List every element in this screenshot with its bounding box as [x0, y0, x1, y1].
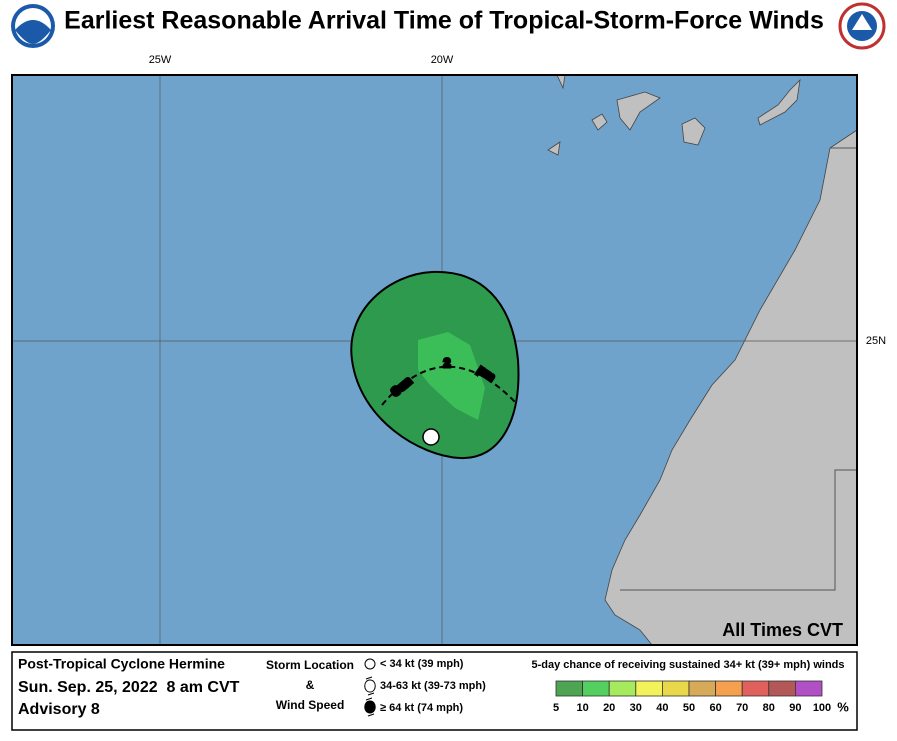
land-africa — [604, 129, 858, 646]
advisory: Advisory 8 — [18, 701, 100, 718]
scale-label: 10 — [576, 702, 588, 714]
datetime: Sun. Sep. 25, 2022 8 am CVT — [18, 679, 240, 696]
symbol-label: < 34 kt (39 mph) — [380, 658, 464, 670]
lon-label: 20W — [431, 54, 454, 66]
arrival-contour — [381, 365, 516, 406]
lon-label: 25W — [149, 54, 172, 66]
scale-label: 30 — [630, 702, 642, 714]
scale-title: 5-day chance of receiving sustained 34+ … — [532, 659, 845, 671]
legend-title: Wind Speed — [276, 698, 345, 712]
contour-label: 2 — [444, 356, 451, 370]
scale-label: 90 — [789, 702, 801, 714]
legend-title: Storm Location — [266, 658, 354, 672]
scale-swatch — [768, 680, 796, 697]
symbol-low — [364, 658, 376, 670]
times-note: All Times CVT — [722, 620, 843, 640]
symbol-ts — [364, 676, 376, 696]
scale-swatch — [582, 680, 610, 697]
scale-swatch — [741, 680, 770, 697]
scale-label: 80 — [763, 702, 775, 714]
border — [620, 469, 857, 591]
scale-label: 100 — [813, 702, 831, 714]
legend-title: & — [306, 678, 315, 692]
scale-swatch — [635, 680, 663, 697]
scale-label: 40 — [656, 702, 668, 714]
scale-swatch — [795, 680, 823, 697]
title: Earliest Reasonable Arrival Time of Trop… — [64, 7, 824, 35]
scale-swatch — [662, 680, 690, 697]
scale-unit: % — [837, 699, 849, 714]
symbol-label: ≥ 64 kt (74 mph) — [380, 702, 463, 714]
scale-swatch — [555, 680, 584, 697]
storm-name: Post-Tropical Cyclone Hermine — [18, 656, 225, 672]
color-scale: 5 10 20 30 40 50 60 70 80 90 100% — [553, 680, 849, 714]
scale-label: 60 — [709, 702, 721, 714]
wind-area-inner — [418, 332, 485, 420]
storm-position — [422, 428, 440, 446]
scale-swatch — [688, 680, 717, 697]
scale-swatch — [608, 680, 637, 697]
scale-swatch — [715, 680, 743, 697]
symbol-hurricane — [364, 697, 376, 717]
scale-label: 5 — [553, 702, 559, 714]
noaa-logo — [11, 4, 55, 48]
lat-label: 25N — [866, 335, 886, 347]
symbol-label: 34-63 kt (39-73 mph) — [380, 680, 486, 692]
scale-label: 70 — [736, 702, 748, 714]
map-frame — [11, 74, 858, 646]
scale-label: 50 — [683, 702, 695, 714]
canary-islands — [547, 74, 801, 156]
scale-label: 20 — [603, 702, 615, 714]
nws-logo — [838, 2, 886, 50]
